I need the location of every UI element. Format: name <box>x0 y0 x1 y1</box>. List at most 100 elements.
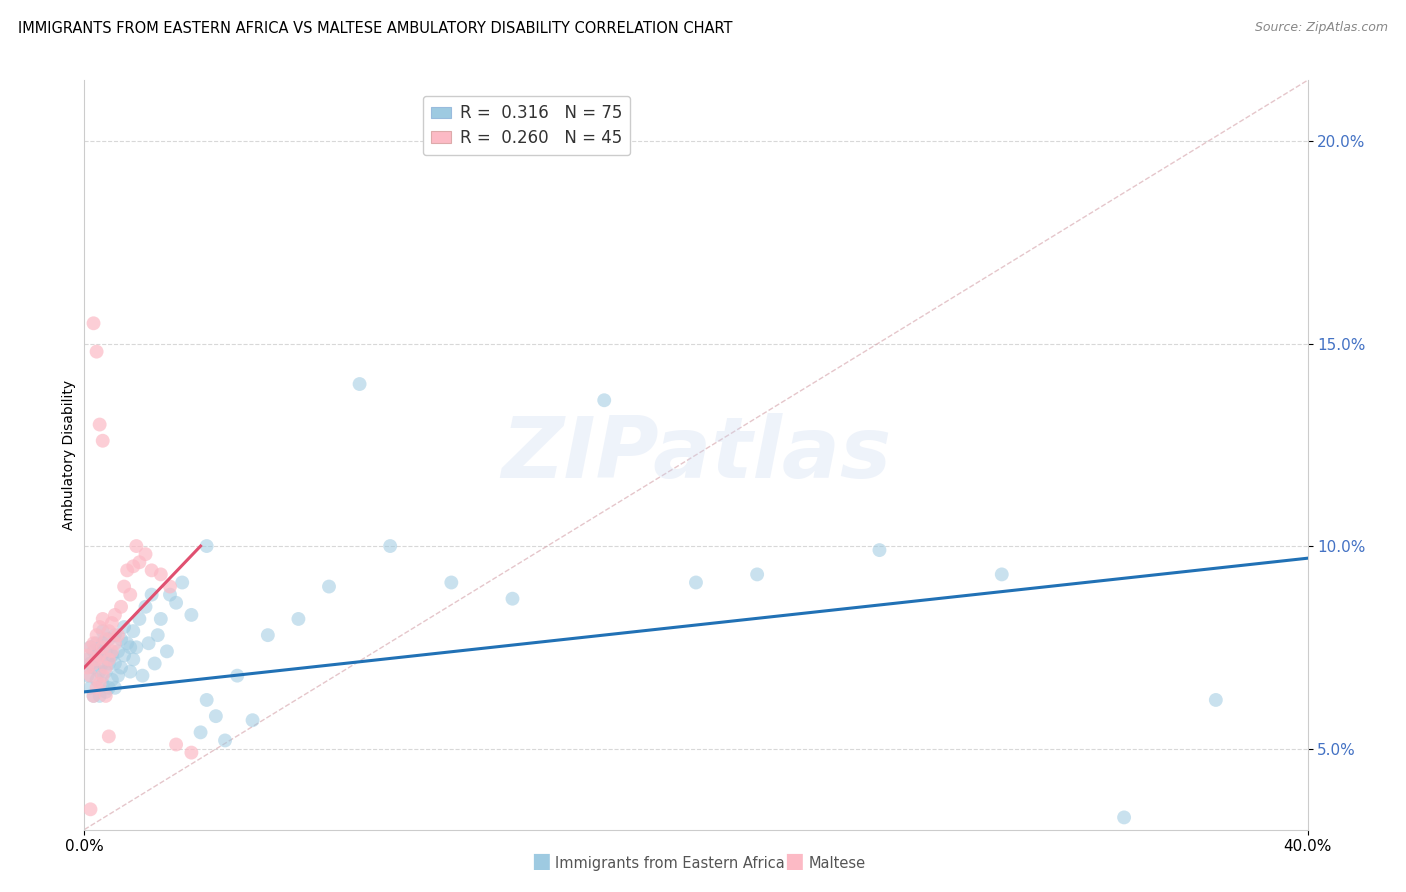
Point <box>104 681 127 695</box>
Point <box>165 738 187 752</box>
Point <box>86 652 108 666</box>
Point <box>101 644 124 658</box>
Point <box>110 599 132 614</box>
Point <box>91 657 114 671</box>
Point <box>101 648 124 663</box>
Point <box>318 580 340 594</box>
Point <box>91 624 114 639</box>
Point <box>89 677 111 691</box>
Point <box>83 636 105 650</box>
Point <box>83 316 105 330</box>
Point <box>83 660 105 674</box>
Point <box>94 665 117 679</box>
Point <box>91 668 114 682</box>
Point <box>869 543 891 558</box>
Point <box>107 644 129 658</box>
Point <box>120 588 142 602</box>
Point <box>146 628 169 642</box>
Point <box>89 665 111 679</box>
Point <box>180 746 202 760</box>
Point <box>125 640 148 655</box>
Point <box>97 652 120 666</box>
Point <box>138 636 160 650</box>
Legend: R =  0.316   N = 75, R =  0.260   N = 45: R = 0.316 N = 75, R = 0.260 N = 45 <box>423 96 630 155</box>
Point <box>112 648 135 663</box>
Point <box>156 644 179 658</box>
Point <box>79 657 101 671</box>
Point <box>380 539 402 553</box>
Point <box>76 652 98 666</box>
Point <box>159 580 181 594</box>
Point <box>242 713 264 727</box>
Point <box>135 599 157 614</box>
Point <box>86 344 108 359</box>
Point <box>122 559 145 574</box>
Point <box>141 563 163 577</box>
Point <box>991 567 1014 582</box>
Point <box>115 563 138 577</box>
Point <box>287 612 309 626</box>
Point <box>76 660 98 674</box>
Point <box>97 730 120 744</box>
Point <box>107 628 129 642</box>
Point <box>79 802 101 816</box>
Point <box>101 615 124 630</box>
Text: Source: ZipAtlas.com: Source: ZipAtlas.com <box>1254 21 1388 35</box>
Point <box>94 685 117 699</box>
Point <box>79 681 101 695</box>
Point <box>97 624 120 639</box>
Point <box>89 689 111 703</box>
Point <box>141 588 163 602</box>
Point <box>115 636 138 650</box>
Point <box>502 591 524 606</box>
Point <box>195 693 218 707</box>
Point <box>94 660 117 674</box>
Point <box>120 640 142 655</box>
Point <box>214 733 236 747</box>
Point <box>86 636 108 650</box>
Point <box>89 644 111 658</box>
Point <box>190 725 212 739</box>
Point <box>122 652 145 666</box>
Point <box>149 612 172 626</box>
Point <box>143 657 166 671</box>
Point <box>94 632 117 647</box>
Point <box>91 636 114 650</box>
Point <box>349 377 371 392</box>
Point <box>205 709 228 723</box>
Point <box>83 689 105 703</box>
Point <box>79 640 101 655</box>
Point <box>86 673 108 687</box>
Text: ZIPatlas: ZIPatlas <box>501 413 891 497</box>
Point <box>86 681 108 695</box>
Point <box>104 628 127 642</box>
Point <box>125 539 148 553</box>
Point <box>112 620 135 634</box>
Point <box>83 657 105 671</box>
Point <box>122 624 145 639</box>
Y-axis label: Ambulatory Disability: Ambulatory Disability <box>62 380 76 530</box>
Point <box>593 393 616 408</box>
Point <box>104 636 127 650</box>
Point <box>91 612 114 626</box>
Point <box>440 575 463 590</box>
Point <box>97 657 120 671</box>
Point <box>91 677 114 691</box>
Point <box>128 612 150 626</box>
Point <box>89 417 111 432</box>
Point <box>120 665 142 679</box>
Text: ■: ■ <box>531 851 551 871</box>
Point <box>104 607 127 622</box>
Point <box>180 607 202 622</box>
Point <box>195 539 218 553</box>
Point <box>159 588 181 602</box>
Point <box>86 648 108 663</box>
Point <box>110 632 132 647</box>
Point <box>97 632 120 647</box>
Point <box>94 644 117 658</box>
Point <box>76 648 98 663</box>
Point <box>91 434 114 448</box>
Point <box>104 657 127 671</box>
Text: ■: ■ <box>785 851 804 871</box>
Point <box>149 567 172 582</box>
